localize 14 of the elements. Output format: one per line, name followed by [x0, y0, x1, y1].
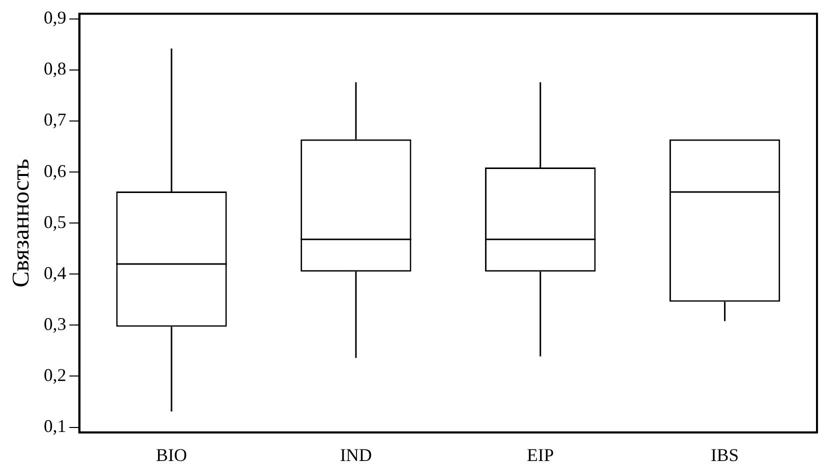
- y-tick-label: 0,5: [44, 212, 66, 232]
- y-tick-label: 0,9: [44, 8, 66, 28]
- y-tick-label: 0,8: [44, 58, 66, 79]
- y-tick-label: 0,4: [44, 262, 66, 283]
- y-tick-label: 0,2: [44, 364, 66, 385]
- x-tick-label: IBS: [710, 444, 739, 465]
- y-tick-label: 0,1: [44, 416, 66, 436]
- y-tick-label: 0,7: [44, 110, 66, 130]
- y-axis-title: Связанность: [8, 158, 35, 288]
- x-tick-label: IND: [340, 444, 372, 465]
- y-tick-label: 0,6: [44, 160, 66, 181]
- x-tick-label: BIO: [156, 444, 188, 465]
- y-tick-label: 0,3: [44, 314, 66, 334]
- x-tick-label: EIP: [526, 444, 554, 465]
